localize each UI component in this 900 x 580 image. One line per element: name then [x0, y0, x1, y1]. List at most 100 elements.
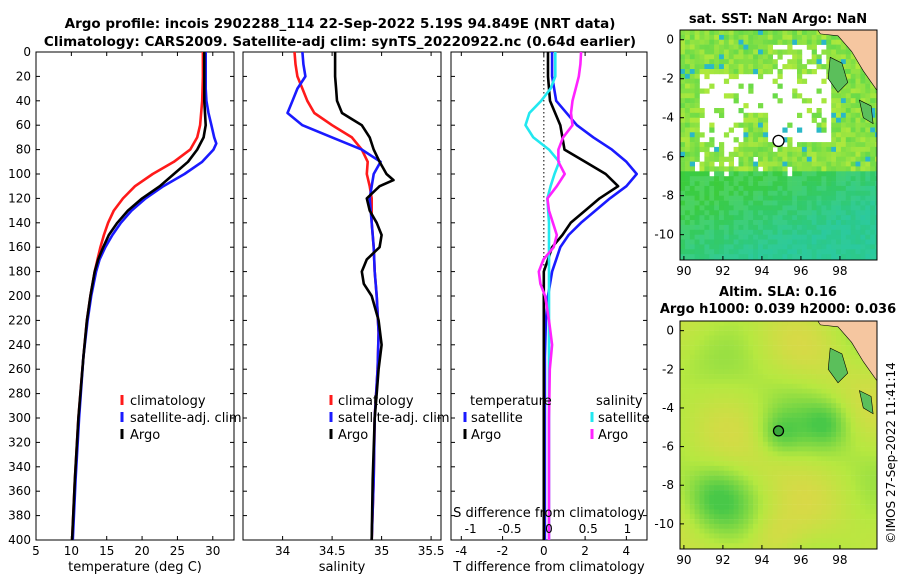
heatmap-cell [748, 321, 754, 327]
heatmap-cell [860, 234, 866, 240]
heatmap-cell [714, 340, 720, 346]
heatmap-cell [704, 403, 710, 409]
heatmap-cell [811, 465, 817, 471]
heatmap-cell [738, 432, 744, 438]
heatmap-cell [855, 432, 861, 438]
heatmap-cell [684, 325, 691, 331]
heatmap-cell [840, 456, 847, 462]
heatmap-cell [753, 171, 759, 177]
heatmap-cell [762, 132, 769, 138]
heatmap-cell [767, 354, 773, 360]
heatmap-cell [821, 543, 827, 549]
heatmap-cell [738, 108, 744, 114]
heatmap-cell [845, 185, 851, 192]
heatmap-cell [797, 514, 803, 520]
heatmap-cell [845, 514, 851, 520]
heatmap-cell [680, 93, 686, 99]
heatmap-cell [792, 220, 798, 226]
heatmap-cell [762, 34, 769, 41]
heatmap-cell [680, 195, 686, 201]
heatmap-cell [850, 127, 856, 133]
heatmap-cell [704, 181, 710, 187]
heatmap-cell [782, 200, 788, 206]
heatmap-cell [758, 350, 764, 356]
heatmap-cell [684, 234, 691, 240]
heatmap-cell [870, 441, 876, 447]
heatmap-cell [787, 239, 793, 245]
heatmap-cell [719, 407, 725, 413]
heatmap-cell [684, 146, 691, 153]
heatmap-cell [733, 354, 739, 360]
heatmap-cell [831, 398, 837, 404]
heatmap-cell [826, 514, 832, 520]
series-line-satellite-adj-clim [286, 51, 382, 541]
heatmap-cell [699, 185, 705, 192]
heatmap-cell [782, 403, 788, 409]
heatmap-cell [831, 146, 837, 153]
heatmap-cell [689, 456, 695, 462]
heatmap-cell [870, 456, 876, 462]
heatmap-cell [714, 234, 720, 240]
heatmap-cell [694, 122, 700, 128]
heatmap-cell [811, 354, 817, 360]
heatmap-cell [704, 215, 710, 221]
heatmap-cell [738, 374, 744, 380]
heatmap-cell [699, 335, 705, 341]
heatmap-cell [684, 321, 691, 327]
heatmap-cell [850, 156, 856, 162]
heatmap-cell [777, 354, 783, 360]
heatmap-cell [821, 200, 827, 206]
heatmap-cell [870, 83, 876, 89]
heatmap-cell [738, 412, 744, 418]
heatmap-cell [806, 98, 812, 104]
heatmap-cell [836, 519, 842, 525]
heatmap-cell [684, 335, 691, 341]
map-lon-tick-label: 92 [715, 553, 730, 567]
heatmap-cell [792, 407, 798, 413]
heatmap-cell [787, 528, 793, 534]
heatmap-cell [860, 73, 866, 80]
heatmap-cell [714, 383, 720, 389]
heatmap-cell [850, 88, 856, 94]
legend-label-argo: Argo [338, 428, 368, 443]
heatmap-cell [821, 244, 827, 250]
figure-title-line2: Climatology: CARS2009. Satellite-adj cli… [44, 34, 636, 50]
heatmap-cell [845, 441, 851, 447]
heatmap-cell [738, 485, 744, 491]
heatmap-cell [860, 441, 866, 447]
heatmap-cell [806, 446, 812, 452]
heatmap-cell [748, 461, 754, 467]
heatmap-cell [762, 451, 769, 457]
figure-title-line1: Argo profile: incois 2902288_114 22-Sep-… [65, 16, 616, 32]
heatmap-cell [699, 499, 705, 505]
heatmap-cell [772, 64, 778, 70]
heatmap-cell [748, 436, 754, 442]
heatmap-cell [875, 127, 877, 133]
heatmap-cell [743, 39, 749, 45]
heatmap-cell [748, 504, 754, 510]
heatmap-cell [811, 403, 817, 409]
heatmap-cell [806, 254, 812, 260]
heatmap-cell [733, 364, 739, 370]
heatmap-cell [689, 475, 695, 481]
heatmap-cell [782, 470, 788, 476]
heatmap-cell [689, 88, 695, 94]
heatmap-cell [704, 456, 710, 462]
heatmap-cell [792, 215, 798, 221]
heatmap-cell [743, 117, 749, 123]
heatmap-cell [797, 456, 803, 462]
heatmap-cell [850, 383, 856, 389]
heatmap-cell [821, 156, 827, 162]
heatmap-cell [801, 359, 808, 365]
heatmap-cell [743, 166, 749, 172]
heatmap-cell [723, 30, 730, 36]
heatmap-cell [821, 393, 827, 399]
heatmap-cell [801, 176, 808, 182]
map-lat-tick-label: -8 [662, 478, 674, 492]
heatmap-cell [772, 325, 778, 331]
depth-tick-label: 40 [16, 94, 31, 108]
heatmap-cell [826, 224, 832, 231]
heatmap-cell [694, 103, 700, 109]
heatmap-cell [699, 485, 705, 491]
heatmap-cell [743, 514, 749, 520]
